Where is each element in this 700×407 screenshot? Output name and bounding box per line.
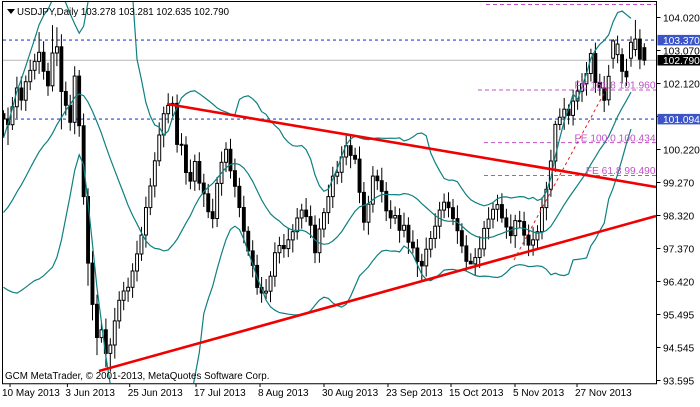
svg-text:93.595: 93.595 — [663, 376, 694, 387]
svg-text:23 Sep 2013: 23 Sep 2013 — [386, 388, 443, 399]
svg-text:99.270: 99.270 — [663, 178, 694, 189]
svg-text:10 May 2013: 10 May 2013 — [2, 388, 60, 399]
svg-text:17 Jul 2013: 17 Jul 2013 — [194, 388, 246, 399]
svg-text:94.545: 94.545 — [663, 343, 694, 354]
svg-text:8 Aug 2013: 8 Aug 2013 — [258, 388, 309, 399]
svg-text:GCM MetaTrader, © 2001-2013, M: GCM MetaTrader, © 2001-2013, MetaQuotes … — [5, 371, 269, 382]
svg-text:25 Jun 2013: 25 Jun 2013 — [128, 388, 183, 399]
svg-text:30 Aug 2013: 30 Aug 2013 — [322, 388, 379, 399]
svg-text:97.370: 97.370 — [663, 244, 694, 255]
svg-text:102.790: 102.790 — [663, 56, 700, 67]
svg-text:102.120: 102.120 — [663, 79, 700, 90]
svg-text:3 Jun 2013: 3 Jun 2013 — [65, 388, 115, 399]
svg-text:95.495: 95.495 — [663, 310, 694, 321]
svg-text:FE 61.8 99.490: FE 61.8 99.490 — [586, 166, 656, 177]
svg-text:FE 161.8 101.960: FE 161.8 101.960 — [575, 81, 656, 92]
svg-text:5 Nov 2013: 5 Nov 2013 — [513, 388, 565, 399]
svg-text:27 Nov 2013: 27 Nov 2013 — [575, 388, 632, 399]
svg-text:98.320: 98.320 — [663, 211, 694, 222]
svg-text:15 Oct 2013: 15 Oct 2013 — [449, 388, 504, 399]
svg-text:100.220: 100.220 — [663, 145, 700, 156]
svg-text:104.020: 104.020 — [663, 13, 700, 24]
svg-text:101.094: 101.094 — [663, 115, 700, 126]
svg-text:USDJPY,Daily 103.278 103.281: USDJPY,Daily 103.278 103.281 102.635 102… — [17, 7, 230, 18]
svg-text:103.370: 103.370 — [663, 36, 700, 47]
svg-text:96.420: 96.420 — [663, 277, 694, 288]
svg-text:FE 100.0 100.434: FE 100.0 100.434 — [575, 133, 656, 144]
